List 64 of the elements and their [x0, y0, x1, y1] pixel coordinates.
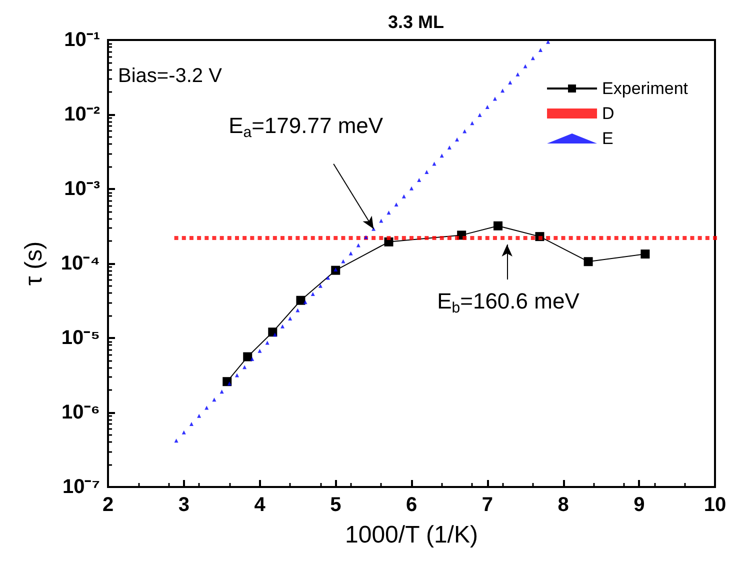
legend-label: Experiment [602, 79, 688, 98]
point [584, 257, 593, 266]
point [500, 88, 505, 93]
point [455, 137, 460, 142]
point [402, 194, 406, 198]
point [288, 316, 292, 320]
x-axis-title: 1000/T (1/K) [345, 522, 478, 548]
point [258, 348, 262, 353]
x-tick-label: 6 [406, 494, 418, 516]
point [394, 202, 398, 207]
y-tick-label: 10⁻³ [64, 178, 100, 200]
legend-label: D [602, 104, 614, 123]
point [432, 162, 436, 166]
point [386, 210, 391, 215]
point [417, 178, 422, 182]
y-tick-label: 10⁻¹ [64, 29, 100, 51]
x-tick-label: 5 [330, 494, 342, 516]
point [243, 352, 252, 362]
y-tick-label: 10⁻⁷ [62, 476, 100, 498]
point [493, 221, 502, 230]
x-tick-label: 9 [634, 494, 645, 516]
point [331, 266, 340, 275]
point [220, 390, 224, 394]
point [470, 121, 474, 126]
point [265, 340, 270, 345]
point [341, 259, 346, 264]
point [538, 48, 542, 52]
point [212, 398, 216, 402]
point [348, 251, 353, 256]
x-tick-label: 7 [482, 494, 493, 516]
point [250, 357, 254, 362]
point [280, 324, 285, 328]
point [222, 377, 232, 386]
y-tick-label: 10⁻⁴ [60, 252, 100, 274]
y-tick-label: 10⁻⁵ [61, 327, 100, 349]
y-tick-label: 10⁻² [64, 104, 100, 126]
x-tick-label: 3 [178, 494, 190, 516]
point [197, 414, 202, 418]
x-tick-label: 8 [558, 494, 569, 516]
point [296, 296, 306, 305]
y-axis-title: τ (s) [20, 241, 48, 286]
point [182, 430, 186, 434]
point [640, 250, 650, 259]
point [410, 186, 414, 190]
x-tick-label: 4 [254, 494, 266, 516]
annotation: Bias=-3.2 V [118, 65, 223, 87]
point [318, 284, 322, 288]
x-tick-label: 2 [102, 494, 114, 516]
y-tick-label: 10⁻⁶ [62, 402, 100, 424]
point [303, 300, 308, 304]
point [310, 292, 315, 296]
point [174, 438, 178, 443]
point [189, 422, 194, 426]
point [478, 113, 482, 118]
point [447, 146, 452, 150]
point [234, 373, 239, 378]
point [268, 328, 278, 337]
point [424, 170, 429, 174]
chart-title: 3.3 ML [388, 12, 444, 32]
legend-label: E [602, 129, 614, 148]
point [508, 80, 512, 84]
x-tick-label: 10 [704, 494, 726, 516]
point [516, 72, 520, 76]
point [546, 40, 550, 44]
